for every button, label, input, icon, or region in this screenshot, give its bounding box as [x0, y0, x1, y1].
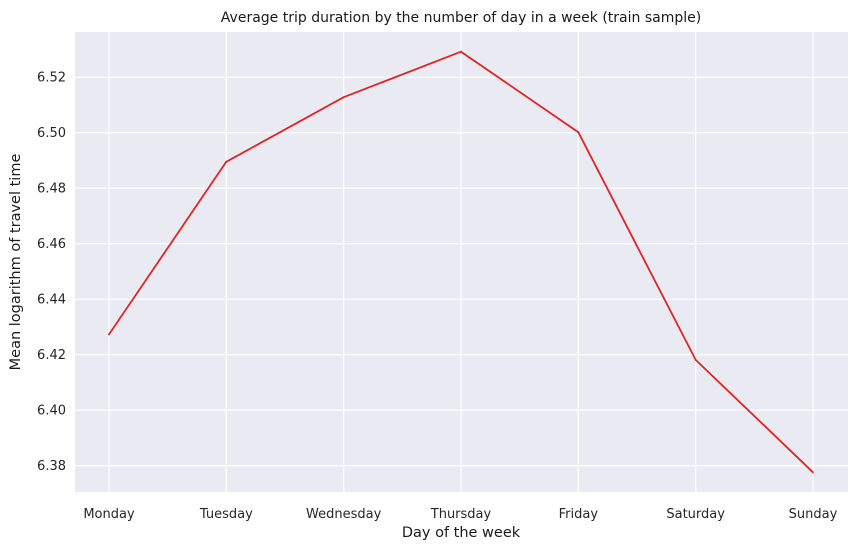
x-tick-label: Monday [83, 507, 135, 522]
data-point [108, 333, 110, 336]
y-tick-labels: 6.38 6.40 6.42 6.44 6.46 6.48 6.50 6.52 [37, 71, 66, 474]
x-tick-label: Thursday [430, 507, 492, 522]
x-tick-labels: Monday Tuesday Wednesday Thursday Friday Satu… [83, 507, 837, 522]
x-tick-label: Saturday [666, 507, 725, 522]
data-point [694, 359, 697, 361]
y-tick-label: 6.48 [37, 182, 66, 197]
y-tick-label: 6.50 [37, 126, 66, 141]
x-gridlines [108, 32, 814, 492]
x-tick-label: Tuesday [199, 507, 253, 522]
chart-title: Average trip duration by the number of d… [221, 10, 701, 26]
y-tick-label: 6.46 [37, 237, 66, 252]
data-point [812, 471, 814, 474]
data-point [342, 96, 345, 99]
y-tick-label: 6.44 [37, 293, 66, 308]
y-axis-label: Mean logarithm of travel time [8, 154, 24, 371]
data-point [460, 50, 462, 53]
x-axis-label: Day of the week [402, 525, 521, 541]
y-tick-label: 6.52 [37, 71, 66, 86]
y-tick-label: 6.40 [37, 404, 66, 419]
series-layer [108, 50, 814, 474]
x-tick-label: Friday [559, 507, 599, 522]
x-tick-label: Wednesday [306, 507, 382, 522]
y-tick-label: 6.38 [37, 459, 66, 474]
y-tick-label: 6.42 [37, 348, 66, 363]
data-point [577, 131, 580, 134]
x-tick-label: Sunday [789, 507, 838, 522]
data-point [225, 160, 228, 163]
y-gridlines [75, 76, 848, 467]
